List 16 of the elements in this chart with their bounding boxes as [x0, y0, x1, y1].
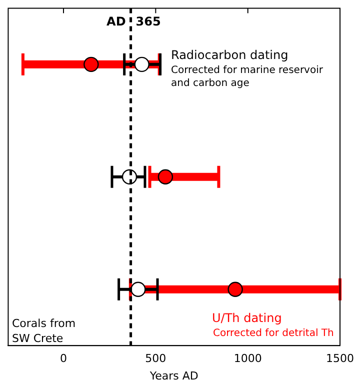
annotation: Corrected for detrital Th	[213, 328, 334, 339]
annotation: Corals from SW Crete	[12, 317, 76, 345]
annotation: Corrected for marine reservoir and carbon age	[171, 65, 324, 89]
point	[228, 282, 243, 297]
x-axis-title: Years AD	[148, 369, 198, 382]
x-tick-label: 500	[145, 352, 166, 366]
x-tick-label: 0	[60, 352, 67, 366]
point	[130, 282, 146, 297]
point	[84, 56, 99, 72]
x-tick-label: 1000	[234, 352, 262, 366]
point	[158, 169, 174, 184]
x-tick-label: 1500	[326, 352, 354, 366]
annotation: Radiocarbon dating	[171, 48, 288, 62]
point	[134, 56, 150, 72]
ref-line-label: AD 365	[106, 14, 161, 28]
annotation: U/Th dating	[212, 311, 282, 325]
